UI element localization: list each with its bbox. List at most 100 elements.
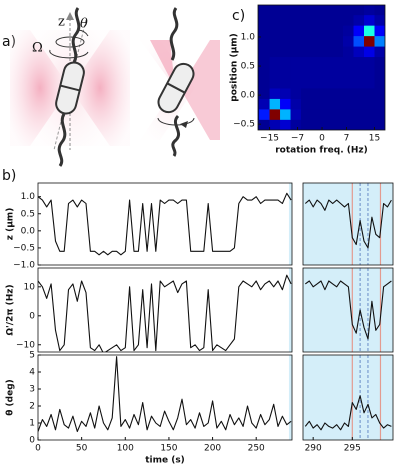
heatmap-cell xyxy=(374,88,385,99)
heatmap-cell xyxy=(259,77,270,89)
heatmap-cell xyxy=(343,46,354,58)
heatmap-cell xyxy=(332,88,344,99)
arrow xyxy=(180,121,188,128)
rotation-arrow xyxy=(157,117,195,126)
heatmap-cell xyxy=(353,88,365,99)
heatmap-cell xyxy=(311,77,323,89)
heatmap-cell xyxy=(332,119,344,130)
heatmap-cell xyxy=(290,35,302,47)
heatmap-cell xyxy=(301,46,312,58)
heatmap-cell xyxy=(259,67,270,78)
heatmap-cell xyxy=(280,35,291,47)
diagram-label: Ω xyxy=(32,41,43,56)
panel-label: b) xyxy=(2,168,16,184)
heatmap-cell xyxy=(269,56,281,68)
heatmap-cell xyxy=(290,77,302,89)
rod xyxy=(166,82,186,94)
heatmap-cell xyxy=(364,14,375,26)
heatmap-cell xyxy=(311,88,323,99)
beam xyxy=(10,30,70,146)
heatmap-cell xyxy=(280,77,291,89)
y-tick-label: −0.5 xyxy=(13,243,35,253)
heatmap-cell xyxy=(332,14,344,26)
heatmap-cell xyxy=(311,98,323,110)
tether xyxy=(171,114,181,157)
heatmap-cell xyxy=(322,14,333,26)
x-tick-label: 295 xyxy=(344,444,361,454)
heatmap-cell xyxy=(259,88,270,99)
axes-frame xyxy=(302,354,394,441)
heatmap-cell xyxy=(280,5,291,16)
x-tick-label: 15 xyxy=(369,134,380,144)
angle-arc xyxy=(77,29,89,37)
heatmap-cell xyxy=(364,46,375,58)
y-axis-label: Ω'/2π (Hz) xyxy=(6,284,16,335)
heatmap-cell xyxy=(301,14,312,26)
heatmap-cell xyxy=(353,25,365,37)
heatmap-cell xyxy=(364,88,375,99)
heatmap-cell xyxy=(290,109,302,120)
heatmap-cell xyxy=(332,5,344,16)
y-tick-label: 0 xyxy=(29,311,35,321)
heatmap-cell xyxy=(311,119,323,130)
heatmap-cell xyxy=(311,56,323,68)
heatmap-cell xyxy=(343,109,354,120)
heatmap-cell xyxy=(311,14,323,26)
heatmap-cell xyxy=(259,5,270,16)
background xyxy=(303,355,393,440)
highlight xyxy=(288,183,292,265)
tether xyxy=(57,113,67,167)
heatmap-cell xyxy=(332,109,344,120)
heatmap-cell xyxy=(290,25,302,37)
heatmap-cell xyxy=(290,56,302,68)
heatmap-cell xyxy=(280,56,291,68)
heatmap-cell xyxy=(374,5,385,16)
heatmap-cell xyxy=(353,77,365,89)
data-line xyxy=(304,280,392,340)
heatmap-cell xyxy=(353,46,365,58)
axes-frame xyxy=(302,182,394,266)
heatmap-cell xyxy=(280,98,291,110)
heatmap-cell xyxy=(280,46,291,58)
y-tick-label: 0.5 xyxy=(241,62,255,72)
heatmap-cell xyxy=(322,109,333,120)
heatmap-cell xyxy=(259,25,270,37)
heatmap-cell xyxy=(374,25,385,37)
heatmap-cell xyxy=(364,67,375,78)
rod xyxy=(60,84,80,92)
heatmap-cell xyxy=(322,98,333,110)
y-tick-label: 10 xyxy=(24,282,36,292)
heatmap-cell xyxy=(311,35,323,47)
heatmap-cell xyxy=(280,25,291,37)
background xyxy=(303,183,393,265)
heatmap-cell xyxy=(290,119,302,130)
panel-label: c) xyxy=(232,8,245,24)
heatmap-cell xyxy=(332,67,344,78)
heatmap-cell xyxy=(332,35,344,47)
heatmap-cell xyxy=(280,88,291,99)
heatmap-cell xyxy=(280,119,291,130)
y-tick-label: 1.0 xyxy=(21,192,36,202)
diagram-label: z xyxy=(58,15,65,30)
beam xyxy=(180,40,220,140)
heatmap-cell xyxy=(343,5,354,16)
heatmap-cell xyxy=(301,56,312,68)
heatmap-cell xyxy=(290,98,302,110)
heatmap-cell xyxy=(290,67,302,78)
heatmap-cell xyxy=(301,35,312,47)
heatmap-cell xyxy=(269,119,281,130)
heatmap-cell xyxy=(301,25,312,37)
x-tick-label: 290 xyxy=(305,444,322,454)
heatmap-cell xyxy=(364,25,375,37)
data-line xyxy=(38,356,292,433)
heatmap-cell xyxy=(364,77,375,89)
heatmap-cell xyxy=(290,88,302,99)
heatmap-cell xyxy=(269,35,281,47)
highlight xyxy=(288,268,292,352)
beam xyxy=(70,30,130,146)
heatmap-cell xyxy=(343,67,354,78)
heatmap-cell xyxy=(322,56,333,68)
axes-frame xyxy=(257,4,386,131)
y-tick-label: 3 xyxy=(29,385,35,395)
heatmap-cell xyxy=(259,98,270,110)
